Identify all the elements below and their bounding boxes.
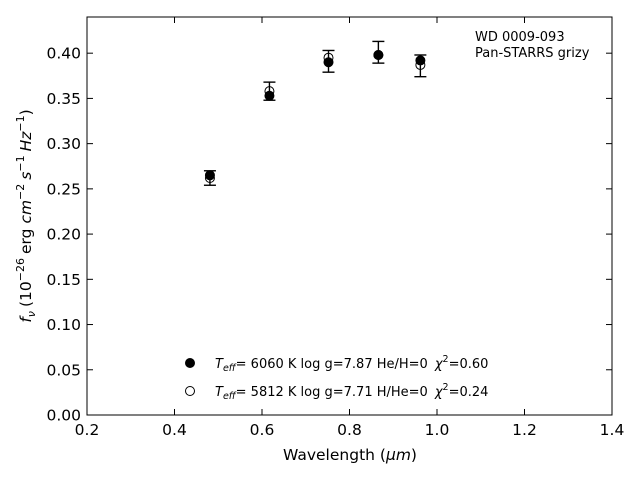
y-tick-label: 0.10 — [46, 316, 81, 334]
plot-frame — [86, 16, 613, 416]
legend-marker-filled — [185, 358, 195, 368]
legend-filled-sup: 2 — [443, 354, 449, 365]
y-label-exp2: −2 — [14, 184, 27, 200]
x-tick-label: 1.4 — [600, 421, 625, 439]
y-label-exp1: −26 — [14, 258, 27, 281]
legend-marker-open — [185, 386, 195, 396]
data-point-open — [373, 49, 384, 60]
legend-filled-sub: eff — [223, 363, 237, 374]
x-tick-label: 0.8 — [337, 421, 362, 439]
y-label-hz: Hz — [17, 131, 35, 152]
x-axis-label-main: Wavelength ( — [283, 446, 386, 464]
y-tick-label: 0.00 — [46, 407, 81, 425]
legend-filled-t: T — [215, 357, 224, 372]
data-point-open — [323, 52, 334, 63]
y-label-nu: ν — [25, 311, 38, 317]
x-tick-label: 0.4 — [162, 421, 187, 439]
y-tick-label: 0.15 — [46, 271, 81, 289]
data-point-open — [264, 86, 275, 97]
x-axis-label: Wavelength (μm) — [283, 446, 417, 464]
legend-open-sub: eff — [223, 391, 237, 402]
legend-open-mid: = 5812 K log g=7.71 H/He=0 — [236, 385, 428, 400]
y-tick-label: 0.05 — [46, 361, 81, 379]
legend-open-end: =0.24 — [449, 385, 489, 400]
data-point-open — [204, 173, 215, 184]
legend-open-sup: 2 — [443, 382, 449, 393]
y-label-erg: erg — [17, 229, 35, 254]
legend-label-filled: Teff= 6060 K log g=7.87 He/H=0 χ2=0.60 — [215, 354, 488, 374]
y-label-s: s — [17, 172, 35, 180]
y-tick-label: 0.25 — [46, 180, 81, 198]
y-tick-label: 0.30 — [46, 135, 81, 153]
legend-filled-chi: χ — [434, 357, 444, 372]
y-label-exp4: −1 — [14, 115, 27, 131]
x-axis-label-unit: μm — [385, 446, 411, 464]
legend-open-chi: χ — [434, 385, 444, 400]
y-tick-label: 0.20 — [46, 226, 81, 244]
annotation-object-name: WD 0009-093 — [475, 30, 565, 45]
y-tick-label: 0.35 — [46, 90, 81, 108]
y-tick-label: 0.40 — [46, 45, 81, 63]
y-label-cm: cm — [17, 200, 35, 224]
x-tick-label: 0.6 — [250, 421, 275, 439]
y-label-close: ) — [17, 109, 35, 115]
y-label-exp3: −1 — [14, 155, 27, 171]
legend: Teff= 6060 K log g=7.87 He/H=0 χ2=0.60 Te… — [185, 354, 488, 402]
x-tick-label: 1.0 — [425, 421, 450, 439]
y-label-f: f — [17, 315, 35, 323]
legend-filled-mid: = 6060 K log g=7.87 He/H=0 — [236, 357, 428, 372]
y-axis-label: fν(10−26ergcm−2s−1Hz−1) — [14, 109, 38, 322]
x-tick-label: 0.2 — [75, 421, 100, 439]
legend-label-open: Teff= 5812 K log g=7.71 H/He=0 χ2=0.24 — [215, 382, 488, 402]
x-tick-label: 1.2 — [512, 421, 537, 439]
data-point-filled — [204, 170, 215, 181]
legend-filled-end: =0.60 — [449, 357, 489, 372]
annotation-survey-name: Pan-STARRS grizy — [475, 46, 590, 61]
y-label-open: (10 — [17, 281, 35, 307]
data-point-open — [415, 59, 426, 70]
x-axis-label-close: ) — [411, 446, 417, 464]
legend-open-t: T — [215, 385, 224, 400]
